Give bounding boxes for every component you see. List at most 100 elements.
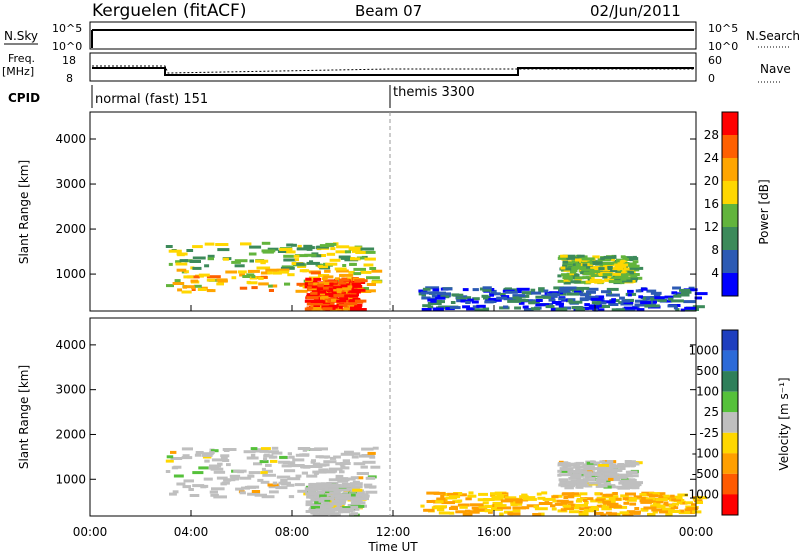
velocity-colorbar-swatch <box>722 371 738 392</box>
power-echo-cell <box>291 243 297 247</box>
velocity-echo-cell <box>603 470 618 474</box>
power-echo-cell <box>183 275 194 279</box>
power-echo-cell <box>611 261 618 265</box>
velocity-echo-cell <box>630 481 643 485</box>
velocity-echo-cell <box>324 493 331 497</box>
velocity-echo-cell <box>524 497 537 501</box>
power-echo-cell <box>277 250 287 253</box>
velocity-echo-cell <box>560 463 567 467</box>
power-colorbar-swatch <box>722 158 738 181</box>
velocity-echo-cell <box>281 464 292 468</box>
power-colorbar-frame <box>721 111 739 297</box>
velocity-echo-cell <box>590 505 598 509</box>
power-echo-cell <box>568 300 583 304</box>
power-echo-cell <box>192 266 202 270</box>
velocity-echo-cell <box>341 483 346 487</box>
power-echo-cell <box>672 286 681 290</box>
velocity-echo-cell <box>357 476 364 480</box>
velocity-echo-cell <box>477 498 490 502</box>
power-echo-cell <box>585 280 592 284</box>
power-echo-cell <box>585 295 599 299</box>
velocity-echo-cell <box>510 503 518 507</box>
power-echo-cell <box>330 247 336 251</box>
velocity-echo-cell <box>628 497 637 501</box>
velocity-echo-cell <box>594 511 604 515</box>
velocity-echo-cell <box>165 459 174 463</box>
velocity-echo-cell <box>271 451 283 455</box>
power-echo-cell <box>260 271 271 275</box>
velocity-echo-cell <box>544 501 550 505</box>
velocity-echo-cell <box>563 507 574 510</box>
velocity-echo-cell <box>462 512 473 516</box>
power-echo-cell <box>369 267 377 270</box>
velocity-echo-cell <box>582 511 589 514</box>
power-echo-cell <box>207 254 215 258</box>
power-echo-cell <box>591 301 601 305</box>
velocity-echo-cell <box>617 463 625 466</box>
power-echo-cell <box>548 298 556 302</box>
power-colorbar-tick-label: 28 <box>704 128 719 142</box>
power-echo-cell <box>557 279 565 283</box>
velocity-echo-cell <box>619 511 629 515</box>
power-echo-cell <box>688 286 695 290</box>
power-echo-cell <box>466 307 475 311</box>
velocity-echo-cell <box>292 458 305 462</box>
velocity-echo-cell <box>169 492 177 496</box>
power-echo-cell <box>545 305 555 309</box>
velocity-echo-cell <box>647 497 656 501</box>
velocity-echo-cell <box>342 459 350 463</box>
power-echo-cell <box>296 247 310 251</box>
velocity-echo-cell <box>560 484 572 488</box>
velocity-echo-cell <box>458 493 467 497</box>
power-echo-cell <box>629 271 634 275</box>
power-echo-cell <box>512 296 520 300</box>
power-echo-cell <box>333 294 344 298</box>
power-echo-cell <box>355 251 366 254</box>
power-echo-cell <box>632 255 637 259</box>
power-echo-cell <box>310 291 318 295</box>
velocity-echo-cell <box>433 491 446 495</box>
velocity-echo-cell <box>436 497 448 501</box>
velocity-echo-cell <box>656 500 664 504</box>
power-echo-cell <box>583 255 588 259</box>
velocity-echo-cell <box>323 469 338 473</box>
power-yticks: 1000 2000 3000 4000 <box>55 132 696 281</box>
velocity-echo-cell <box>311 507 317 511</box>
velocity-echo-cell <box>247 492 261 496</box>
velocity-echo-cell <box>350 505 359 509</box>
power-echo-cell <box>512 294 526 298</box>
velocity-echo-cell <box>347 490 352 494</box>
freq-label-line2: [MHz] <box>2 65 34 78</box>
power-colorbar: 4 8 12 16 20 24 28 <box>704 111 739 297</box>
velocity-echo-cell <box>584 497 594 501</box>
velocity-echo-cell <box>257 478 264 482</box>
velocity-echo-cell <box>686 507 699 511</box>
power-echo-cell <box>335 250 348 254</box>
power-echo-cell <box>600 257 605 261</box>
power-echo-cell <box>626 262 637 266</box>
power-echo-cell <box>560 254 568 258</box>
velocity-echo-cell <box>595 478 600 482</box>
velocity-echo-cell <box>239 491 246 495</box>
velocity-colorbar-swatch <box>722 330 738 351</box>
velocity-echo-cell <box>195 451 204 454</box>
velocity-echo-cell <box>457 499 463 503</box>
power-echo-cell <box>569 272 576 276</box>
power-echo-cell <box>297 265 307 268</box>
power-echo-cell <box>516 298 529 302</box>
velocity-echo-cell <box>351 455 359 459</box>
nsky-label: N.Sky <box>4 29 38 43</box>
power-echo-cell <box>231 276 237 280</box>
x-tick-label: 20:00 <box>578 525 613 539</box>
power-echo-cell <box>313 277 322 281</box>
velocity-echo-cell <box>603 482 611 486</box>
power-echo-cell <box>566 292 580 296</box>
velocity-echo-cell <box>275 486 288 490</box>
power-echo-cell <box>634 303 648 307</box>
velocity-echo-cell <box>657 492 666 496</box>
velocity-echo-cell <box>574 503 589 507</box>
power-echo-cell <box>336 245 350 249</box>
velocity-echo-cell <box>692 510 702 514</box>
velocity-echo-cell <box>603 465 617 469</box>
power-echo-cell <box>582 276 592 280</box>
